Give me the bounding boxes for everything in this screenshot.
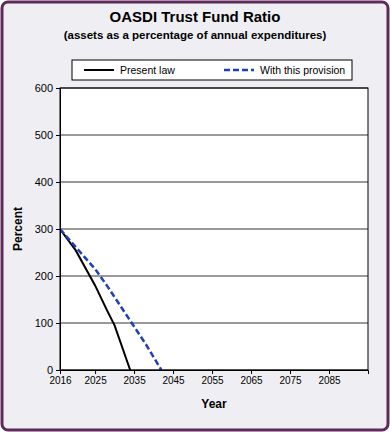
x-tick: 2025 <box>84 370 107 386</box>
y-tick: 600 <box>35 82 60 94</box>
chart: OASDI Trust Fund Ratio (assets as a perce… <box>0 0 390 432</box>
x-tick-mark <box>290 370 291 374</box>
grid-line <box>60 135 368 136</box>
y-tick: 400 <box>35 176 60 188</box>
y-tick: 300 <box>35 223 60 235</box>
grid-line <box>60 276 368 277</box>
x-axis-title: Year <box>201 397 227 411</box>
x-tick: 2016 <box>49 370 72 386</box>
y-tick-mark <box>56 229 60 230</box>
x-tick: 2075 <box>279 370 302 386</box>
grid <box>60 88 368 370</box>
legend-label: Present law <box>120 64 175 76</box>
subtitle: (assets as a percentage of annual expend… <box>64 29 327 41</box>
series-line <box>60 229 130 370</box>
frame <box>2 2 388 430</box>
y-tick: 200 <box>35 270 60 282</box>
x-tick-label: 2016 <box>49 375 72 386</box>
x-tick-label: 2025 <box>84 375 107 386</box>
y-axis-title: Percent <box>11 207 25 251</box>
x-tick-mark <box>251 370 252 374</box>
x-tick-label: 2055 <box>201 375 224 386</box>
y-tick: 500 <box>35 129 60 141</box>
x-tick: 2055 <box>201 370 224 386</box>
y-tick-label: 600 <box>35 82 53 94</box>
x-tick-mark <box>134 370 135 374</box>
y-tick-mark <box>56 370 60 371</box>
x-tick-mark <box>212 370 213 374</box>
legend-label: With this provision <box>260 64 345 76</box>
grid-line <box>60 323 368 324</box>
x-tick: 2035 <box>123 370 146 386</box>
y-tick-label: 500 <box>35 129 53 141</box>
x-tick: 2065 <box>240 370 263 386</box>
y-tick-mark <box>56 323 60 324</box>
x-tick-label: 2035 <box>123 375 146 386</box>
y-tick-mark <box>56 135 60 136</box>
x-tick-label: 2085 <box>318 375 341 386</box>
plot-area <box>60 88 368 370</box>
x-tick: 2085 <box>318 370 341 386</box>
y-tick-label: 200 <box>35 270 53 282</box>
lines <box>60 229 161 370</box>
legend: Present law With this provision <box>72 60 352 80</box>
grid-line <box>60 229 368 230</box>
x-tick-mark <box>329 370 330 374</box>
y-axis: 0100200300400500600 <box>35 82 61 376</box>
series-line <box>60 229 161 370</box>
x-tick: 2045 <box>162 370 185 386</box>
y-tick-mark <box>56 182 60 183</box>
y-tick: 100 <box>35 317 60 329</box>
x-tick-label: 2075 <box>279 375 302 386</box>
x-tick-mark <box>173 370 174 374</box>
x-tick-mark <box>60 370 61 374</box>
x-axis: 2016 2025 2035 2045 2055 2065 2075 2085 <box>49 370 368 386</box>
x-tick-mark <box>95 370 96 374</box>
y-tick-label: 100 <box>35 317 53 329</box>
title: OASDI Trust Fund Ratio <box>110 8 281 25</box>
x-tick-label: 2065 <box>240 375 263 386</box>
x-tick-label: 2045 <box>162 375 185 386</box>
y-tick-mark <box>56 88 60 89</box>
y-tick-label: 400 <box>35 176 53 188</box>
legend-swatch <box>224 69 254 72</box>
plot-frame <box>60 88 368 370</box>
y-tick-label: 300 <box>35 223 53 235</box>
legend-swatch <box>84 69 114 71</box>
grid-line <box>60 182 368 183</box>
x-axis-line <box>61 371 369 375</box>
y-tick-mark <box>56 276 60 277</box>
y-axis-line <box>56 89 61 371</box>
legend-box <box>72 60 352 80</box>
